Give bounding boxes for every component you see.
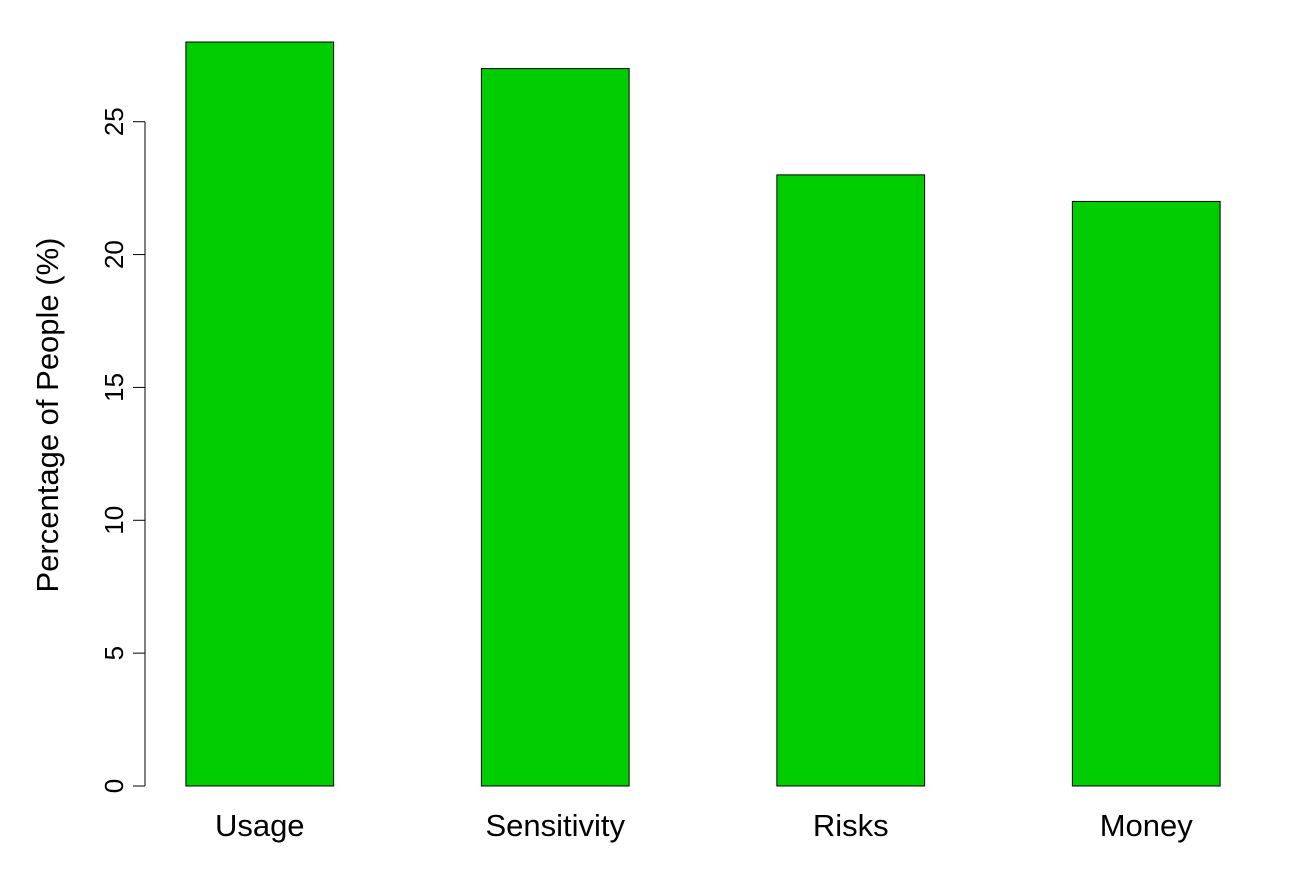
x-tick-label: Sensitivity bbox=[485, 808, 625, 843]
bar bbox=[776, 174, 926, 787]
x-tick-label: Usage bbox=[215, 808, 305, 843]
y-tick-label: 20 bbox=[99, 240, 129, 269]
x-tick-label: Money bbox=[1100, 808, 1194, 843]
y-tick-label: 15 bbox=[99, 373, 129, 402]
bar bbox=[1071, 200, 1221, 787]
y-axis-label: Percentage of People (%) bbox=[30, 238, 65, 593]
bar bbox=[185, 41, 335, 787]
y-tick-label: 0 bbox=[99, 779, 129, 793]
y-tick-label: 25 bbox=[99, 107, 129, 136]
y-tick-label: 10 bbox=[99, 506, 129, 535]
bar bbox=[480, 68, 630, 787]
y-tick-label: 5 bbox=[99, 646, 129, 660]
x-tick-label: Risks bbox=[813, 808, 889, 843]
